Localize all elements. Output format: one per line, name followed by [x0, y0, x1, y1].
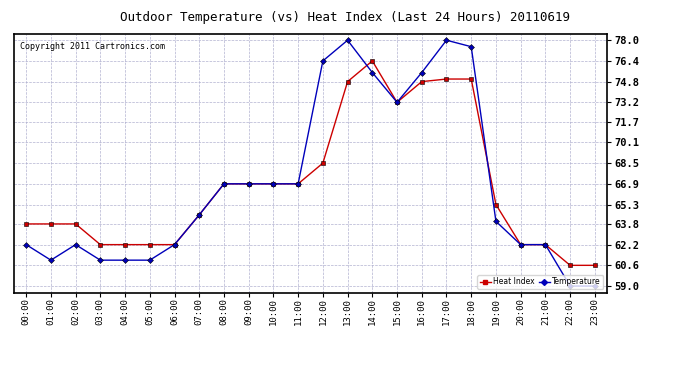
Text: Copyright 2011 Cartronics.com: Copyright 2011 Cartronics.com	[20, 42, 165, 51]
Text: Outdoor Temperature (vs) Heat Index (Last 24 Hours) 20110619: Outdoor Temperature (vs) Heat Index (Las…	[120, 11, 570, 24]
Legend: Heat Index, Temperature: Heat Index, Temperature	[477, 275, 603, 289]
